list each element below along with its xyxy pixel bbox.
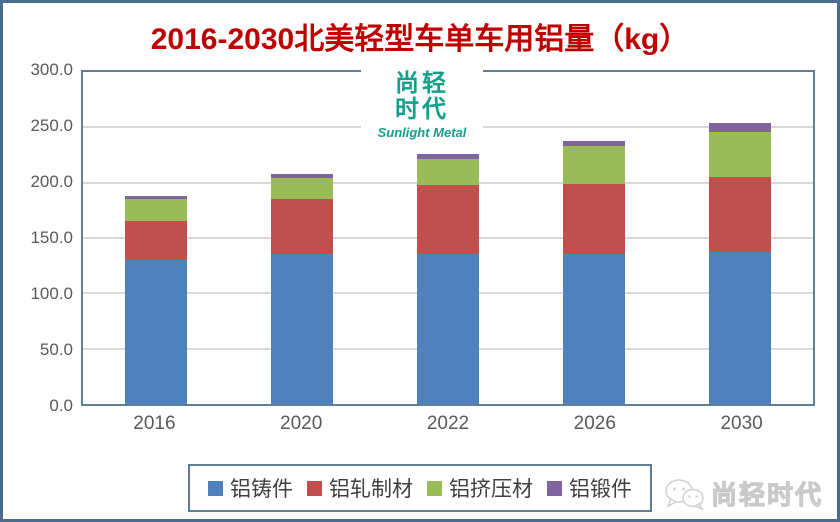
brand-text: 尚轻时代	[710, 480, 823, 511]
legend-swatch	[208, 480, 223, 496]
legend-label: 铝挤压材	[449, 478, 533, 501]
bar-segment	[417, 159, 479, 185]
bar-segment	[563, 183, 625, 254]
x-tick-label: 2020	[280, 413, 323, 434]
bar-segment	[125, 199, 187, 222]
legend-item: 铝锻件	[547, 473, 632, 503]
bar-segment	[271, 178, 333, 200]
bar-segment	[417, 184, 479, 254]
wechat-icon	[665, 478, 704, 510]
bar-segment	[709, 122, 771, 132]
bar-segment	[125, 260, 187, 404]
brand-badge: 尚轻时代	[663, 475, 823, 512]
watermark-subtitle: Sunlight Metal	[377, 124, 467, 140]
legend-item: 铝轧制材	[307, 473, 413, 503]
legend-swatch	[547, 480, 562, 496]
y-tick-label: 0.0	[49, 396, 73, 415]
legend-swatch	[307, 480, 322, 496]
legend-swatch	[427, 480, 442, 496]
legend-label: 铝锻件	[569, 478, 632, 501]
chart-title: 2016-2030北美轻型车单车用铝量（kg）	[150, 23, 690, 56]
bar-segment	[417, 253, 479, 404]
bar-segment	[271, 199, 333, 254]
bar-segment	[271, 253, 333, 404]
y-tick-label: 150.0	[30, 228, 73, 247]
x-axis-labels: 2016 2020 2022 2026 2030	[81, 413, 815, 435]
y-tick-label: 250.0	[30, 116, 73, 135]
x-tick-label: 2022	[426, 413, 470, 434]
legend-item: 铝铸件	[208, 473, 293, 503]
y-tick-label: 100.0	[30, 284, 73, 303]
y-tick-label: 200.0	[30, 172, 73, 191]
bar-segment	[563, 146, 625, 184]
x-tick-label: 2030	[720, 413, 763, 434]
stacked-bar-2016	[125, 195, 187, 404]
bar-segment	[709, 131, 771, 178]
bar-segment	[709, 252, 771, 404]
stacked-bar-2020	[271, 173, 333, 404]
bar-group	[83, 72, 813, 404]
y-tick-label: 300.0	[30, 60, 73, 79]
bar-segment	[563, 253, 625, 404]
legend-label: 铝轧制材	[329, 478, 413, 501]
stacked-bar-2026	[563, 140, 625, 404]
watermark-characters: 尚轻 时代	[395, 70, 449, 123]
bar-segment	[417, 153, 479, 160]
y-tick-label: 50.0	[39, 340, 73, 359]
stacked-bar-2022	[417, 153, 479, 404]
bar-segment	[709, 177, 771, 253]
legend-item: 铝挤压材	[427, 473, 533, 503]
x-tick-label: 2016	[133, 413, 176, 434]
x-tick-label: 2026	[573, 413, 616, 434]
watermark-logo: 尚轻 时代 Sunlight Metal	[361, 65, 483, 145]
stacked-bar-2030	[709, 122, 771, 404]
legend: 铝铸件 铝轧制材 铝挤压材 铝锻件	[188, 464, 652, 512]
bar-segment	[271, 173, 333, 179]
legend-label: 铝铸件	[230, 478, 293, 501]
bar-segment	[563, 140, 625, 147]
bar-segment	[125, 195, 187, 200]
bar-segment	[125, 221, 187, 261]
